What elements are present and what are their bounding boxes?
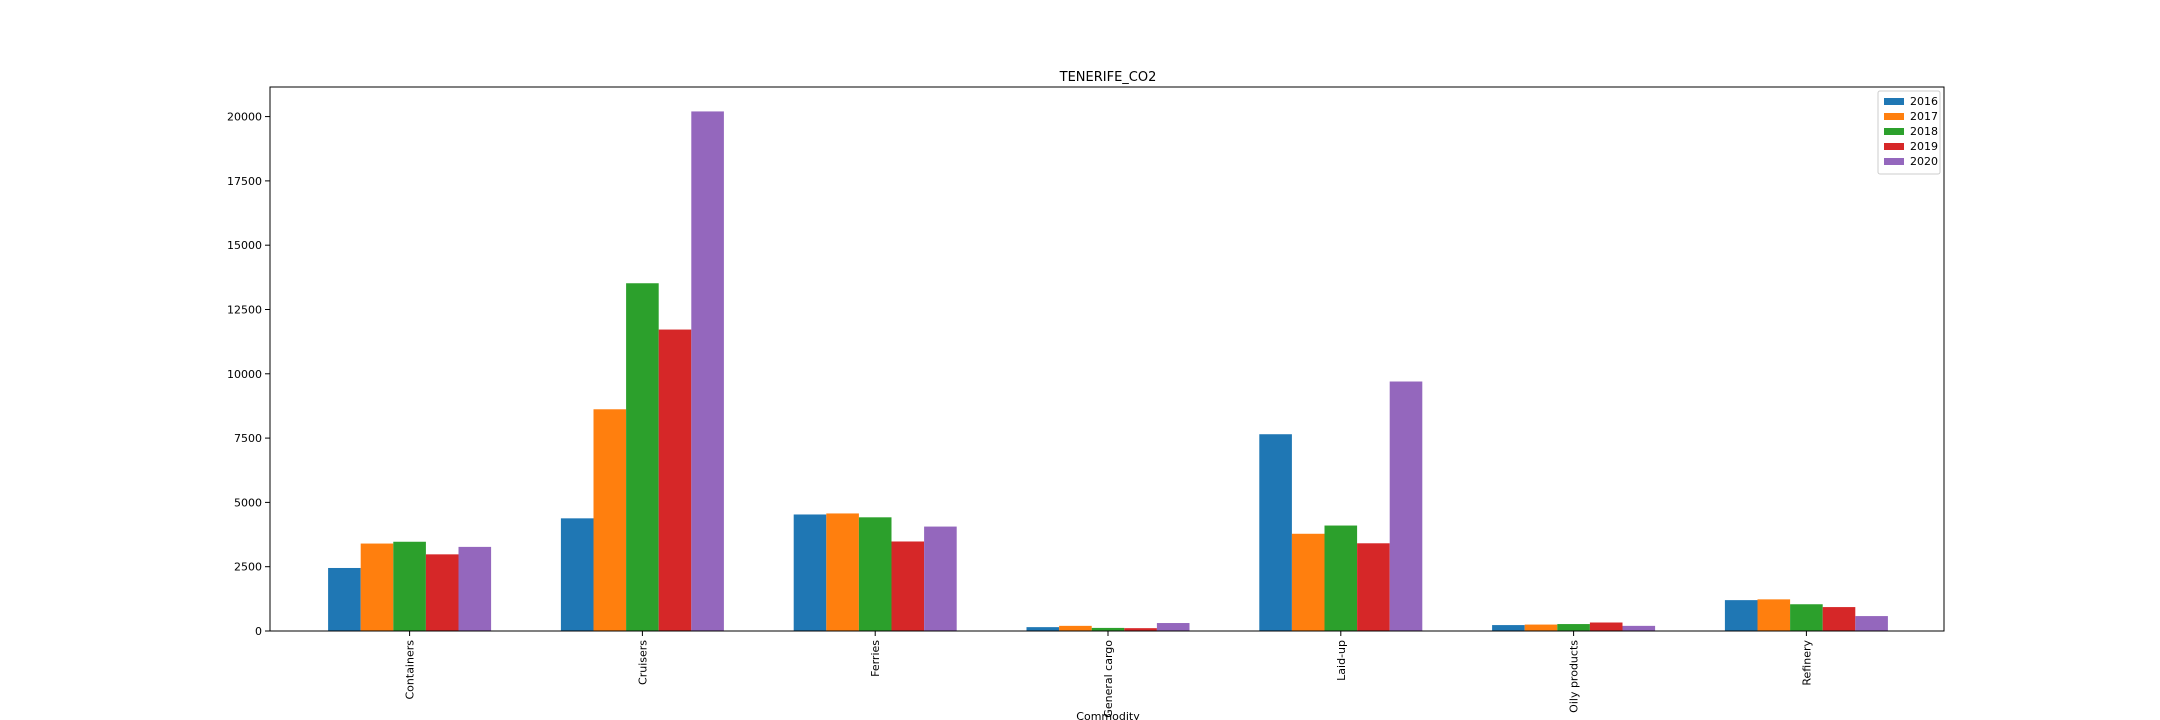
bar-2017-general-cargo [1059, 625, 1092, 631]
bar-2019-laid-up [1357, 543, 1390, 631]
x-tick-label: General cargo [1102, 640, 1115, 718]
bar-2018-general-cargo [1091, 627, 1125, 631]
bar-2020-refinery [1855, 616, 1888, 631]
bar-2017-containers [360, 543, 394, 631]
bar-2017-refinery [1757, 599, 1791, 631]
bar-2017-cruisers [593, 409, 627, 631]
bar-2018-ferries [858, 517, 892, 631]
chart-title: TENERIFE_CO2 [1059, 70, 1157, 85]
bar-2017-laid-up [1291, 533, 1325, 631]
bar-2018-refinery [1790, 604, 1823, 631]
x-tick-label: Containers [404, 640, 417, 700]
legend: 2016 2017 2018 2019 2020 [1877, 90, 1941, 175]
x-tick-label: Laid-up [1335, 640, 1348, 681]
bar-2020-cruisers [691, 111, 724, 632]
legend-label: 2017 [1910, 110, 1938, 123]
legend-label: 2020 [1910, 155, 1938, 168]
legend-swatch [1884, 98, 1904, 105]
x-axis-label: Commodity [1076, 710, 1140, 720]
bar-2018-containers [393, 541, 426, 631]
bar-2016-general-cargo [1026, 627, 1060, 631]
bar-2020-oily-products [1622, 625, 1656, 631]
bar-2020-containers [458, 546, 492, 631]
x-tick-label: Ferries [869, 640, 882, 677]
y-tick-label: 20000 [227, 111, 262, 124]
legend-swatch [1884, 158, 1904, 165]
x-tick-label: Cruisers [636, 640, 649, 685]
legend-label: 2018 [1910, 125, 1938, 138]
y-tick-label: 12500 [227, 303, 262, 316]
bar-2016-ferries [793, 514, 827, 631]
legend-swatch [1884, 113, 1904, 120]
legend-label: 2016 [1910, 95, 1938, 108]
bar-2016-cruisers [560, 518, 594, 631]
y-tick-label: 17500 [227, 175, 262, 188]
bar-2020-general-cargo [1156, 623, 1190, 631]
bar-2018-cruisers [626, 283, 659, 631]
bar-2016-containers [328, 567, 361, 631]
bar-2020-ferries [924, 526, 957, 631]
y-tick-label: 10000 [227, 368, 262, 381]
bar-2019-refinery [1822, 607, 1856, 631]
bar-2017-oily-products [1524, 624, 1558, 631]
bar-2019-cruisers [658, 329, 692, 631]
x-tick-label: Oily products [1568, 640, 1581, 713]
legend-swatch [1884, 143, 1904, 150]
bar-2016-laid-up [1259, 434, 1292, 631]
y-tick-label: 7500 [234, 432, 262, 445]
bar-2019-general-cargo [1124, 628, 1157, 631]
y-tick-label: 0 [255, 625, 262, 638]
bar-2018-laid-up [1324, 525, 1358, 631]
plot-area-frame [269, 86, 1945, 632]
bar-2016-refinery [1724, 600, 1758, 631]
bar-2019-oily-products [1589, 622, 1623, 631]
bar-2018-oily-products [1557, 624, 1590, 631]
bar-2017-ferries [826, 513, 859, 631]
x-tick-label: Refinery [1800, 640, 1813, 686]
bar-2019-containers [425, 554, 459, 631]
bar-2019-ferries [891, 541, 925, 631]
y-tick-label: 2500 [234, 561, 262, 574]
bar-2020-laid-up [1389, 381, 1423, 631]
y-axis: 0 2500 5000 7500 10000 12500 15000 17500 20000 [227, 111, 270, 638]
legend-box [1877, 90, 1941, 175]
legend-label: 2019 [1910, 140, 1938, 153]
y-tick-label: 15000 [227, 239, 262, 252]
x-axis: Containers Cruisers Ferries General cargo La… [404, 631, 1813, 718]
y-tick-label: 5000 [234, 496, 262, 509]
bar-2016-oily-products [1492, 625, 1525, 631]
bars-group [328, 111, 1888, 632]
legend-swatch [1884, 128, 1904, 135]
